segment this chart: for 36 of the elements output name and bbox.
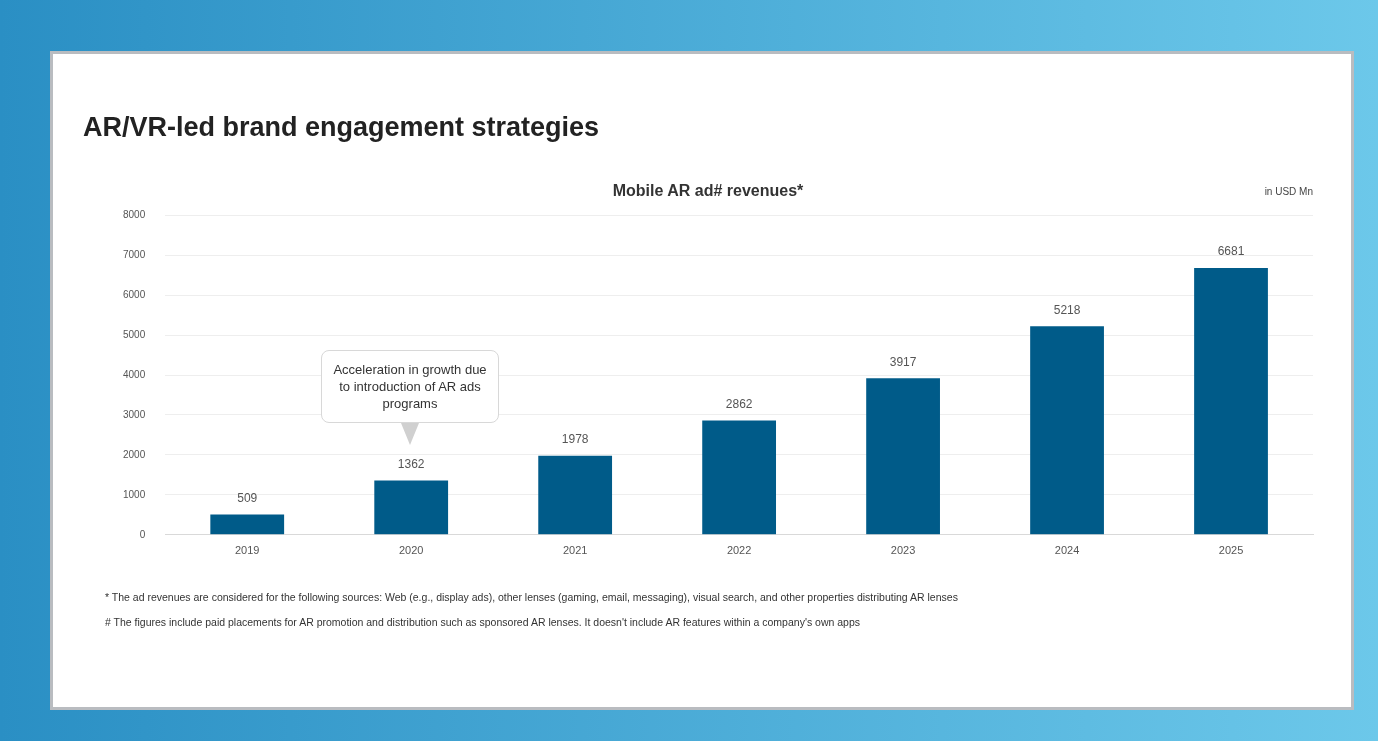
bar	[538, 455, 613, 535]
x-tick-label: 2025	[1218, 544, 1244, 557]
data-label: 2862	[725, 396, 753, 411]
text: * The ad revenues are considered for the following sources: Web (e.g., display ads), other lenses (gaming, email, messaging), visual search, and other properties distributing AR lenses	[105, 590, 959, 605]
y-tick-label: 7000	[123, 248, 146, 260]
y-tick-label: 6000	[123, 288, 146, 300]
x-tick-label: 2022	[726, 544, 752, 557]
chart-title: AR/VR-led brand engagement strategies	[83, 112, 600, 143]
y-axis-title: in USD Mn	[1264, 185, 1313, 197]
bar	[866, 378, 940, 535]
annotation: Acceleration in growth due to introduction of AR ads programs	[321, 350, 499, 423]
data-label: 1362	[397, 456, 425, 471]
bar	[1194, 267, 1268, 535]
bar	[1030, 326, 1104, 535]
y-tick-label: 2000	[123, 448, 146, 460]
bar	[374, 480, 449, 535]
x-tick-label: 2020	[398, 544, 424, 557]
data-label: 6681	[1217, 244, 1245, 259]
x-tick-label: 2019	[234, 544, 260, 557]
y-tick-label: 0	[139, 528, 146, 540]
y-tick-label: 3000	[123, 408, 146, 420]
y-tick-label: 5000	[123, 328, 146, 340]
y-tick-label: 4000	[123, 368, 146, 380]
y-tick-label: 8000	[123, 208, 146, 220]
data-label: 1978	[561, 432, 589, 447]
x-tick-label: 2024	[1054, 544, 1080, 557]
data-label: 5218	[1053, 302, 1081, 317]
data-label: 3917	[889, 354, 917, 369]
x-tick-label: 2023	[890, 544, 916, 557]
bar	[210, 514, 285, 535]
x-tick-label: 2021	[562, 544, 588, 557]
bar	[702, 420, 777, 535]
text: # The figures include paid placements for AR promotion and distribution such as sponsored AR lenses. It doesn't include AR features within a company's own apps	[105, 615, 861, 630]
data-label: 509	[237, 490, 258, 505]
chart-subtitle: Mobile AR ad# revenues*	[612, 182, 805, 200]
y-tick-label: 1000	[123, 488, 146, 500]
